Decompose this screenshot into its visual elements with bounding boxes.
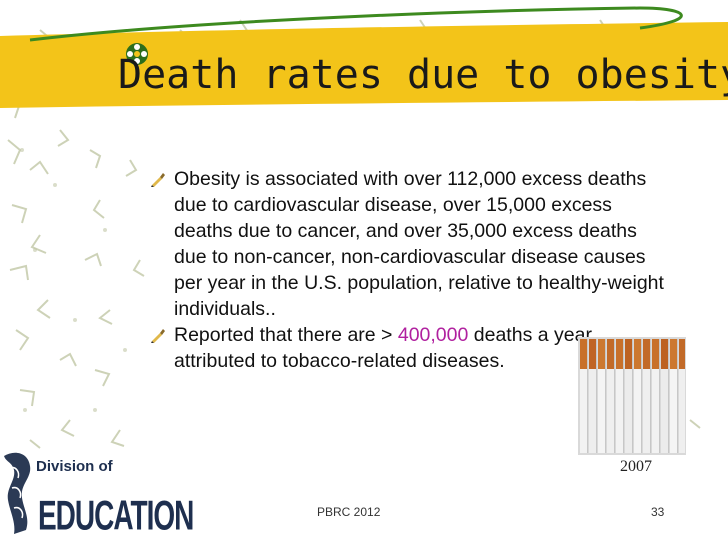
title-flower-icon	[126, 43, 148, 65]
bullet-text-after: deaths a year attributed to tobacco-rela…	[174, 324, 592, 372]
cigarettes-photo	[578, 337, 686, 455]
bullet-item: Reported that there are > 400,000 deaths…	[150, 322, 670, 374]
bullet-pen-icon	[151, 173, 165, 187]
logo-education-text: EDUCATION	[38, 492, 194, 539]
slide-title: Death rates due to obesity	[118, 52, 728, 98]
bullet-pen-icon	[151, 329, 165, 343]
pennington-logo	[4, 452, 31, 534]
title-band	[0, 6, 728, 108]
highlight-number: 400,000	[397, 324, 469, 346]
footer-text: PBRC 2012	[317, 505, 381, 519]
bullet-text: Obesity is associated with over 112,000 …	[174, 168, 664, 320]
photo-caption: 2007	[620, 458, 652, 475]
page-number: 33	[651, 505, 665, 519]
bullet-item: Obesity is associated with over 112,000 …	[150, 166, 670, 322]
bullet-list: Obesity is associated with over 112,000 …	[150, 166, 670, 374]
bullet-text-before: Reported that there are >	[174, 324, 398, 346]
logo-division-text: Division of	[36, 458, 113, 475]
